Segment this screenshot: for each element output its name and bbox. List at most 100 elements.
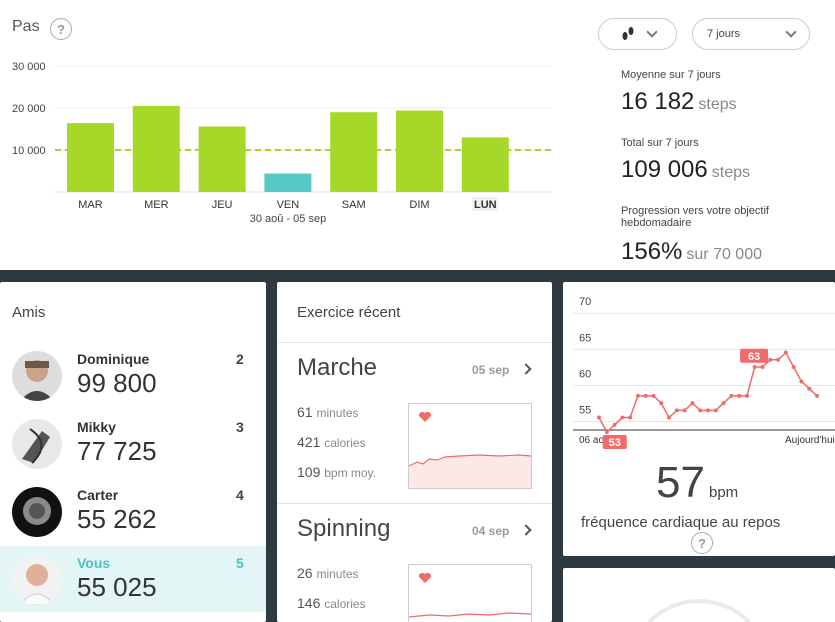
x-tick-label: MAR <box>78 199 103 211</box>
progress-label-2: hebdomadaire <box>621 217 692 229</box>
exercise-bpm: 109 bpm moy. <box>297 464 376 480</box>
bar-mer[interactable] <box>132 105 180 192</box>
y-tick-label: 20 000 <box>12 103 46 115</box>
friend-name: Dominique <box>77 351 150 367</box>
exercise-name[interactable]: Marche <box>297 354 378 381</box>
data-point[interactable] <box>635 393 640 398</box>
chevron-right-icon[interactable] <box>520 363 532 375</box>
data-point[interactable] <box>604 430 609 434</box>
x-tick-label: SAM <box>342 199 366 211</box>
friend-rank: 5 <box>236 555 244 571</box>
avatar <box>12 419 62 469</box>
y-tick-label: 30 000 <box>12 61 46 73</box>
exercise-name[interactable]: Spinning <box>297 515 391 542</box>
steps-bar-chart: 10 000 20 000 30 000 MAR MER JEU VEN SAM DIM LUN 3… <box>12 61 552 225</box>
divider <box>277 342 552 343</box>
activity-dropdown[interactable] <box>598 18 677 50</box>
next-card <box>563 568 835 622</box>
data-point[interactable] <box>690 401 695 406</box>
exercise-minutes: 26 minutes <box>297 565 359 581</box>
x-tick-label: MER <box>144 199 169 211</box>
x-start-label: 06 aoû <box>579 435 610 446</box>
chevron-right-icon[interactable] <box>520 524 532 536</box>
data-point[interactable] <box>783 350 788 355</box>
data-point[interactable] <box>597 415 601 420</box>
friend-rank: 4 <box>236 487 244 503</box>
total-unit: steps <box>711 164 751 181</box>
calories-unit: calories <box>324 436 366 450</box>
calories-value: 421 <box>297 434 321 450</box>
heart-icon <box>418 572 432 583</box>
minutes-unit: minutes <box>316 406 359 420</box>
data-point[interactable] <box>659 401 664 406</box>
data-point[interactable] <box>807 386 812 391</box>
resting-heart-rate-card: 55 60 65 70 06 aoû Aujourd'hui 53 63 57 bpm fré… <box>563 282 835 556</box>
minutes-value: 26 <box>297 565 313 581</box>
data-point[interactable] <box>721 401 726 406</box>
friend-name: Carter <box>77 487 119 503</box>
friend-row-self[interactable]: Vous 55 025 5 <box>0 546 266 612</box>
chevron-down-icon <box>785 25 797 38</box>
exercise-title: Exercice récent <box>297 304 401 321</box>
help-icon[interactable]: ? <box>691 532 713 554</box>
data-point[interactable] <box>643 393 648 398</box>
friends-card: Amis Dominique 99 800 2 Mikky 77 725 3 C… <box>0 282 266 622</box>
min-badge <box>602 435 627 449</box>
x-end-label: Aujourd'hui <box>785 435 835 446</box>
period-dropdown[interactable]: 7 jours <box>692 18 810 50</box>
average-label: Moyenne sur 7 jours <box>621 69 721 81</box>
data-point[interactable] <box>628 415 633 420</box>
data-point[interactable] <box>791 365 796 369</box>
data-point[interactable] <box>674 408 679 413</box>
data-point[interactable] <box>651 393 656 398</box>
data-point[interactable] <box>729 393 734 398</box>
data-point[interactable] <box>612 422 617 427</box>
help-icon[interactable]: ? <box>50 18 72 40</box>
data-point[interactable] <box>744 393 749 398</box>
data-point[interactable] <box>776 357 781 362</box>
average-unit: steps <box>698 96 737 113</box>
exercise-minutes: 61 minutes <box>297 404 359 420</box>
data-point[interactable] <box>682 408 687 413</box>
y-tick-label: 70 <box>579 296 591 308</box>
friend-row[interactable]: Dominique 99 800 2 <box>0 342 266 408</box>
progress-ring <box>647 598 751 622</box>
friends-title: Amis <box>12 304 46 321</box>
x-tick-label: VEN <box>277 199 300 211</box>
data-point[interactable] <box>698 408 703 413</box>
friend-row[interactable]: Mikky 77 725 3 <box>0 410 266 476</box>
heart-icon <box>418 411 432 422</box>
friend-name: Mikky <box>77 419 116 435</box>
bar-jeu[interactable] <box>198 126 246 192</box>
y-tick-label: 10 000 <box>12 145 46 157</box>
friend-steps: 77 725 <box>77 436 157 466</box>
bar-dim[interactable] <box>396 110 443 192</box>
bar-ven[interactable] <box>264 173 312 192</box>
data-point[interactable] <box>768 357 773 362</box>
bar-mar[interactable] <box>67 123 114 192</box>
avatar <box>12 351 62 401</box>
data-point[interactable] <box>713 408 718 413</box>
friend-steps: 55 025 <box>77 572 157 602</box>
exercise-calories: 421 calories <box>297 434 366 450</box>
progress-value: 156% sur 70 000 <box>621 238 762 266</box>
data-point[interactable] <box>620 415 625 420</box>
data-point[interactable] <box>760 365 765 369</box>
bar-sam[interactable] <box>330 112 378 192</box>
data-point[interactable] <box>706 408 710 413</box>
data-point[interactable] <box>752 365 757 369</box>
steps-title: Pas <box>12 18 40 35</box>
average-value: 16 182 steps <box>621 88 737 116</box>
heart-rate-value: 57 <box>656 458 705 507</box>
total-label: Total sur 7 jours <box>621 137 699 149</box>
y-tick-label: 65 <box>579 332 591 344</box>
data-point[interactable] <box>815 393 819 398</box>
data-point[interactable] <box>737 393 742 398</box>
period-selected: 7 jours <box>707 28 741 40</box>
chevron-down-icon <box>645 25 658 38</box>
data-point[interactable] <box>799 379 804 384</box>
friend-row[interactable]: Carter 55 262 4 <box>0 478 266 544</box>
friend-rank: 3 <box>236 419 244 435</box>
data-point[interactable] <box>667 415 672 420</box>
bar-lun[interactable] <box>461 137 509 192</box>
